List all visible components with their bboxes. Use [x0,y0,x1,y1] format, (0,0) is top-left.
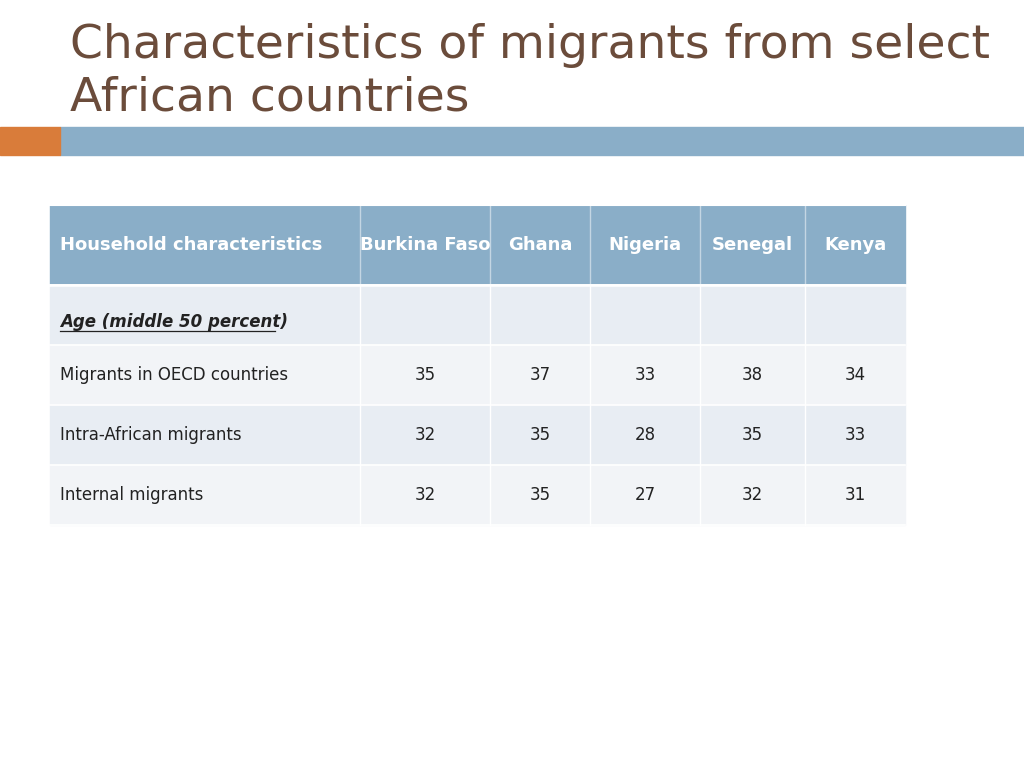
Text: Age (middle 50 percent): Age (middle 50 percent) [60,313,288,331]
Text: Ghana: Ghana [508,236,572,254]
Text: Intra-African migrants: Intra-African migrants [60,426,242,444]
Text: Migrants in OECD countries: Migrants in OECD countries [60,366,288,384]
Bar [0,127,60,155]
Text: 27: 27 [635,486,655,504]
Text: 35: 35 [415,366,435,384]
Text: 32: 32 [415,426,435,444]
Text: Characteristics of migrants from select: Characteristics of migrants from select [70,23,990,68]
Bar [50,465,905,525]
Text: Household characteristics: Household characteristics [60,236,323,254]
Text: 31: 31 [845,486,865,504]
Text: 32: 32 [741,486,763,504]
Text: Senegal: Senegal [712,236,793,254]
Text: 34: 34 [845,366,865,384]
Bar [50,405,905,465]
Text: 37: 37 [529,366,551,384]
Text: Kenya: Kenya [824,236,886,254]
Bar [50,205,905,285]
Text: Nigeria: Nigeria [608,236,682,254]
Text: 35: 35 [529,426,551,444]
Text: Burkina Faso: Burkina Faso [359,236,490,254]
Text: 33: 33 [845,426,865,444]
Text: 38: 38 [742,366,763,384]
Text: 32: 32 [415,486,435,504]
Bar [60,127,1024,155]
Text: African countries: African countries [70,76,469,121]
Text: 35: 35 [742,426,763,444]
Text: 35: 35 [529,486,551,504]
Bar [50,285,905,345]
Bar [50,345,905,405]
Text: Internal migrants: Internal migrants [60,486,204,504]
Text: 33: 33 [635,366,655,384]
Text: 28: 28 [635,426,655,444]
